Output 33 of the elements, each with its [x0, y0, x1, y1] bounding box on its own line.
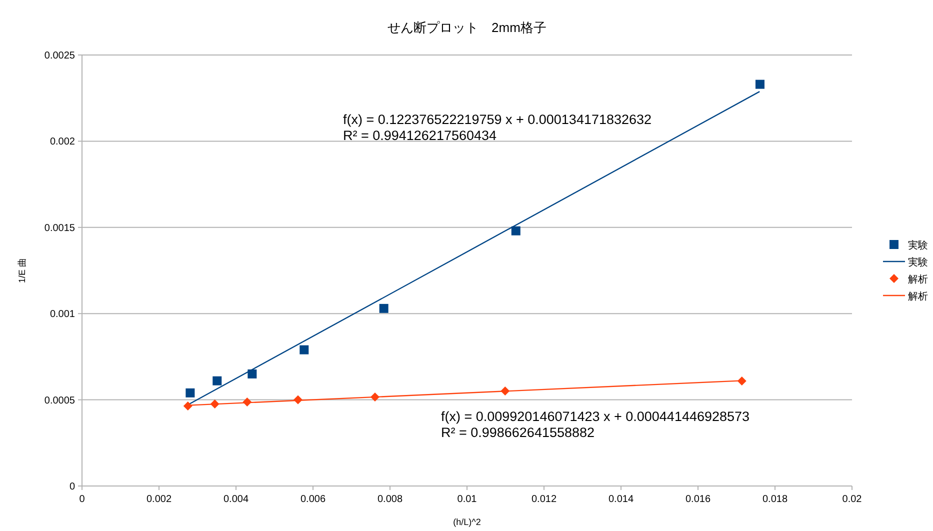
y-tick-label: 0.001 — [50, 309, 76, 320]
x-tick-label: 0.014 — [608, 494, 634, 505]
x-tick-label: 0.008 — [377, 494, 403, 505]
y-tick-label: 0 — [69, 482, 76, 492]
point — [511, 226, 520, 236]
point — [186, 388, 195, 398]
x-tick-label: 0.016 — [685, 494, 711, 505]
annotation: f(x) = 0.122376522219759 x + 0.000134171832632 R² = 0.994126217560434 — [343, 112, 652, 143]
x-tick-label: 0.004 — [223, 494, 249, 505]
point — [379, 304, 388, 313]
point — [755, 80, 764, 89]
x-tick-label: 0.02 — [842, 494, 862, 505]
annotation: f(x) = 0.009920146071423 x + 0.000441446928573 R² = 0.998662641558882 — [441, 409, 750, 440]
x-tick-label: 0.01 — [457, 494, 478, 505]
y-tick-label: 0.0015 — [44, 222, 76, 234]
x-tick-label: 0 — [79, 494, 86, 505]
chart-title: せん断プロット 2mm格子 — [388, 20, 546, 35]
y-tick-label: 0.0005 — [44, 395, 76, 406]
x-tick-label: 0.012 — [531, 494, 557, 505]
x-tick-label: 0.006 — [300, 494, 326, 505]
point — [248, 369, 257, 378]
x-tick-label: 0.018 — [762, 494, 788, 505]
legend-label: 解析 — [908, 274, 928, 286]
x-tick-label: 0.002 — [146, 494, 172, 505]
y-tick-label: 0.0025 — [44, 50, 76, 62]
y-tick-label: 0.002 — [50, 136, 76, 148]
y-axis-title: 1/E 曲 — [17, 258, 27, 284]
x-axis-title: (h/L)^2 — [453, 517, 481, 527]
legend-label: 解析 — [908, 290, 928, 302]
legend-label: 実験 — [908, 240, 928, 252]
point — [212, 376, 222, 386]
legend-label: 実験 — [908, 256, 928, 268]
point — [300, 345, 309, 354]
